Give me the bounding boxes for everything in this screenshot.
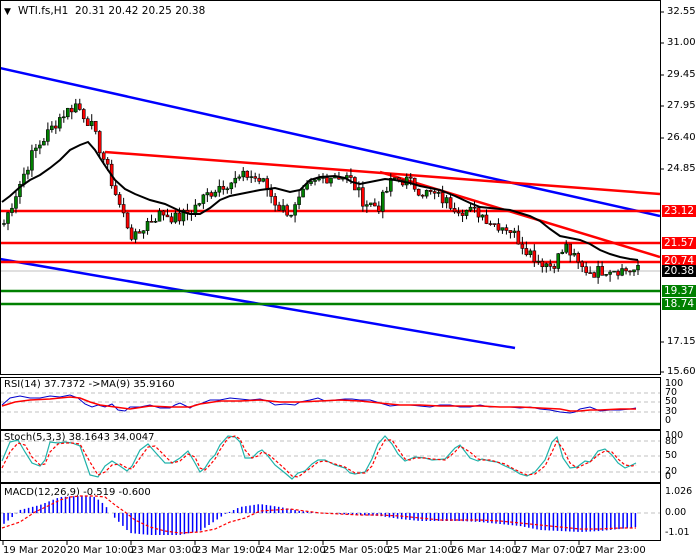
price-tick: 26.40 bbox=[667, 132, 696, 143]
macd-signal-line bbox=[1, 495, 636, 534]
price-tick: 17.15 bbox=[667, 336, 696, 347]
time-label: 27 Mar 23:00 bbox=[579, 545, 646, 556]
rsi-ma-line bbox=[1, 396, 636, 412]
price-tag-23-12: 23.12 bbox=[662, 205, 696, 217]
rsi-panel bbox=[0, 377, 661, 430]
price-tick: 27.95 bbox=[667, 100, 696, 111]
chart-header: WTI.fs,H1 20.31 20.42 20.25 20.38 bbox=[18, 5, 205, 17]
time-axis bbox=[2, 540, 580, 545]
time-label: 23 Mar 03:00 bbox=[131, 545, 198, 556]
macd-tick: -1.01 bbox=[665, 527, 690, 538]
stoch-main-line bbox=[1, 435, 637, 480]
time-label: 27 Mar 07:00 bbox=[515, 545, 582, 556]
rsi-tick: 50 bbox=[665, 396, 678, 407]
symbol-label[interactable]: WTI.fs,H1 bbox=[18, 5, 69, 17]
price-tick: 32.55 bbox=[667, 6, 696, 17]
price-tag-21-57: 21.57 bbox=[662, 237, 696, 249]
price-tag-19-37: 19.37 bbox=[662, 285, 696, 297]
price-axis-ticks bbox=[660, 11, 664, 373]
price-tick: 24.85 bbox=[667, 163, 696, 174]
time-label: 19 Mar 2020 bbox=[3, 545, 67, 556]
macd-tick: 1.026 bbox=[665, 486, 693, 497]
price-tag-current: 20.38 bbox=[662, 265, 696, 277]
rsi-tick: 30 bbox=[665, 406, 678, 417]
rsi-tick: 70 bbox=[665, 387, 678, 398]
macd-panel bbox=[0, 483, 661, 541]
rsi-tick: 100 bbox=[665, 378, 684, 389]
stoch-title: Stoch(5,3,3) 38.1643 34.0047 bbox=[4, 432, 155, 443]
macd-tick: 0.00 bbox=[665, 507, 687, 518]
main-price-panel: ▼ bbox=[0, 0, 661, 375]
time-label: 25 Mar 21:00 bbox=[387, 545, 454, 556]
symbol-dropdown-arrow[interactable]: ▼ bbox=[4, 7, 11, 17]
channel-upper-line[interactable] bbox=[0, 66, 660, 218]
price-tag-20-74: 20.74 bbox=[662, 255, 696, 267]
price-tick: 15.60 bbox=[667, 366, 696, 377]
ohlc-values: 20.31 20.42 20.25 20.38 bbox=[75, 5, 206, 17]
rsi-title: RSI(14) 37.7372 ->MA(9) 35.9160 bbox=[4, 379, 175, 390]
rsi-tick: 0 bbox=[665, 415, 672, 426]
time-label: 20 Mar 10:00 bbox=[67, 545, 134, 556]
stoch-tick: 100 bbox=[665, 430, 684, 441]
time-label: 23 Mar 19:00 bbox=[195, 545, 262, 556]
moving-average-line bbox=[1, 140, 639, 261]
time-label: 24 Mar 12:00 bbox=[259, 545, 326, 556]
stoch-panel bbox=[0, 430, 661, 483]
price-tag-18-74: 18.74 bbox=[662, 298, 696, 310]
stoch-signal-line bbox=[1, 435, 637, 478]
stoch-tick: 20 bbox=[665, 466, 678, 477]
time-label: 26 Mar 14:00 bbox=[451, 545, 518, 556]
stoch-tick: 50 bbox=[665, 450, 678, 461]
stoch-tick: 0 bbox=[665, 471, 672, 482]
price-tick: 29.45 bbox=[667, 69, 696, 80]
macd-title: MACD(12,26,9) -0.519 -0.600 bbox=[4, 487, 151, 498]
candlesticks bbox=[2, 98, 640, 284]
stoch-tick: 80 bbox=[665, 436, 678, 447]
time-label: 25 Mar 05:00 bbox=[323, 545, 390, 556]
price-tick: 31.00 bbox=[667, 37, 696, 48]
